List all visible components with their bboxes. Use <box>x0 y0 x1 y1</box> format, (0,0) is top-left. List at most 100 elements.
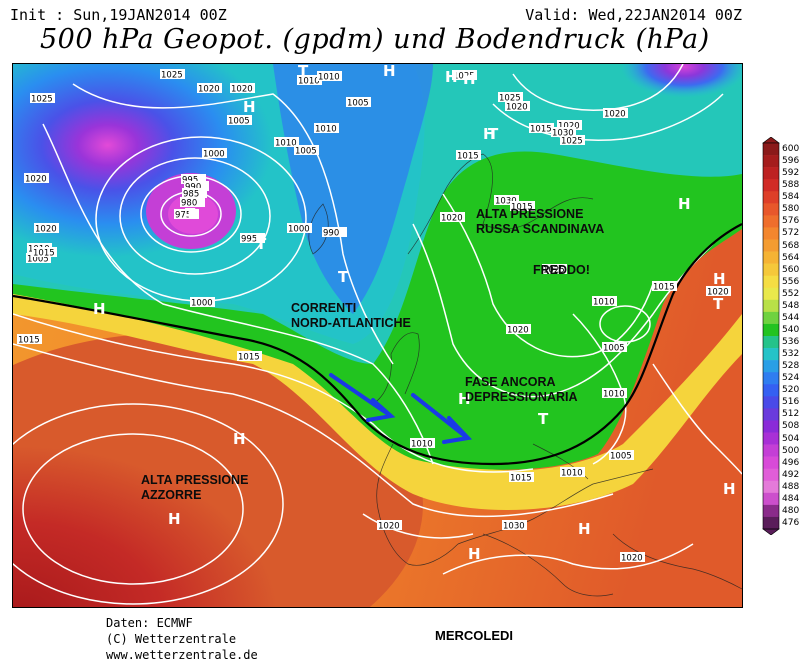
day-label: MERCOLEDI <box>435 628 513 643</box>
colorbar-label: 480 <box>782 505 800 516</box>
isobar-label: 1025 <box>543 266 565 276</box>
colorbar-label: 568 <box>782 240 800 251</box>
colorbar-label: 488 <box>782 481 800 492</box>
map-annotation: ALTA PRESSIONE RUSSA SCANDINAVA <box>476 207 604 236</box>
isobar-label: 1000 <box>288 225 310 235</box>
low-pressure-marker: T <box>256 235 267 253</box>
colorbar-label: 496 <box>782 457 800 468</box>
isobar-label: 1020 <box>25 175 47 185</box>
colorbar-swatch <box>763 215 779 228</box>
isobar-label-bg <box>706 286 731 296</box>
deep-blue-trough <box>273 64 433 314</box>
colorbar-swatch <box>763 311 779 325</box>
high-pressure-marker: H <box>678 195 691 213</box>
isobar-label-bg <box>529 123 554 133</box>
isobar-label: 980 <box>181 199 197 209</box>
colorbar-swatch <box>763 203 779 216</box>
isobar-label: 1020 <box>506 103 528 113</box>
isobar-label-bg <box>509 472 534 482</box>
isobar-label-bg <box>297 75 322 85</box>
high-pressure-marker: H <box>468 545 481 563</box>
isobar-label: 1015 <box>510 474 532 484</box>
isobar-label: 1025 <box>161 71 183 81</box>
colorbar-label: 544 <box>782 312 800 323</box>
isobar-label-bg <box>602 388 627 398</box>
isobar-label-bg <box>505 101 530 111</box>
arrow-icon <box>366 398 396 422</box>
copyright: (C) Wetterzentrale <box>106 632 237 646</box>
colorbar-cap-bottom <box>762 528 780 535</box>
colorbar-swatch <box>763 480 779 494</box>
colorbar-label: 552 <box>782 288 800 299</box>
weather-map: 1025102010201010101010051025102010101005… <box>12 63 743 608</box>
isobar-label: 990 <box>185 183 201 193</box>
isobar-label-bg <box>197 83 222 93</box>
isobar-label-bg <box>17 334 42 344</box>
isobar-label: 1015 <box>653 283 675 293</box>
isobar-label-bg <box>202 148 227 158</box>
isobar-label: 1025 <box>561 137 583 147</box>
website-link[interactable]: www.wetterzentrale.de <box>106 648 258 662</box>
isobar-label: 1005 <box>610 452 632 462</box>
colorbar-swatch <box>763 191 779 204</box>
frontal-line <box>13 223 742 466</box>
colorbar-label: 524 <box>782 373 800 384</box>
isobar-label: 1025 <box>31 95 53 105</box>
isobar-label-bg <box>294 145 319 155</box>
colorbar-swatch <box>763 299 779 313</box>
high-pressure-marker: H <box>723 480 736 498</box>
high-pressure-marker: H <box>483 125 496 143</box>
map-annotation-line: NORD-ATLANTICHE <box>291 316 411 330</box>
colorbar-swatch <box>763 504 779 518</box>
isobar-label-bg <box>652 281 677 291</box>
isobar-label: 1015 <box>33 249 55 259</box>
colorbar-label: 520 <box>782 385 800 396</box>
isobar-label-bg <box>174 209 199 219</box>
isobar-label: 995 <box>182 176 198 186</box>
colorbar-swatch <box>763 384 779 397</box>
colorbar-swatch <box>763 492 779 506</box>
colorbar-label: 564 <box>782 252 800 263</box>
map-annotation-line: ALTA PRESSIONE <box>141 473 248 487</box>
colorbar-swatch <box>763 396 779 409</box>
isobar-label-bg <box>602 342 627 352</box>
colorbar-label: 500 <box>782 445 800 456</box>
isobar-label: 1020 <box>707 288 729 298</box>
isobar-label: 995 <box>241 235 257 245</box>
colorbar <box>762 137 780 535</box>
colorbar-swatch <box>763 456 779 469</box>
isobar-label-bg <box>603 108 628 118</box>
colorbar-label: 560 <box>782 264 800 275</box>
low-pressure-marker: T <box>185 205 196 223</box>
isobar-label-bg <box>494 195 519 205</box>
isobar-label: 1020 <box>441 214 463 224</box>
colorbar-swatch <box>763 420 779 433</box>
high-pressure-marker: H <box>463 70 476 88</box>
isobar-label: 1015 <box>238 353 260 363</box>
colorbar-label: 512 <box>782 409 800 420</box>
isobar-label-bg <box>506 324 531 334</box>
isobar-label-bg <box>181 174 206 184</box>
chart-title: 500 hPa Geopot. (gpdm) und Bodendruck (h… <box>40 24 710 55</box>
colorbar-label: 532 <box>782 349 800 360</box>
isobar-label: 1005 <box>603 344 625 354</box>
colorbar-label: 596 <box>782 156 800 167</box>
isobar-label: 1020 <box>231 85 253 95</box>
isobar-label-bg <box>620 552 645 562</box>
isobar-label-bg <box>440 212 465 222</box>
isobar-label-bg <box>317 71 342 81</box>
colorbar-swatch <box>763 167 779 180</box>
flow-arrows <box>329 373 473 444</box>
colorbar-label: 548 <box>782 300 800 311</box>
isobar-label-bg <box>230 83 255 93</box>
data-source: Daten: ECMWF <box>106 616 193 630</box>
isobar-label-bg <box>314 123 339 133</box>
map-annotation-line: CORRENTI <box>291 301 356 315</box>
isobar-label: 1015 <box>457 152 479 162</box>
colorbar-outline <box>762 142 780 530</box>
isobar-label: 1010 <box>298 77 320 87</box>
isobar-label-bg <box>34 223 59 233</box>
colorbar-label: 584 <box>782 192 800 203</box>
high-pressure-marker: H <box>445 68 458 86</box>
